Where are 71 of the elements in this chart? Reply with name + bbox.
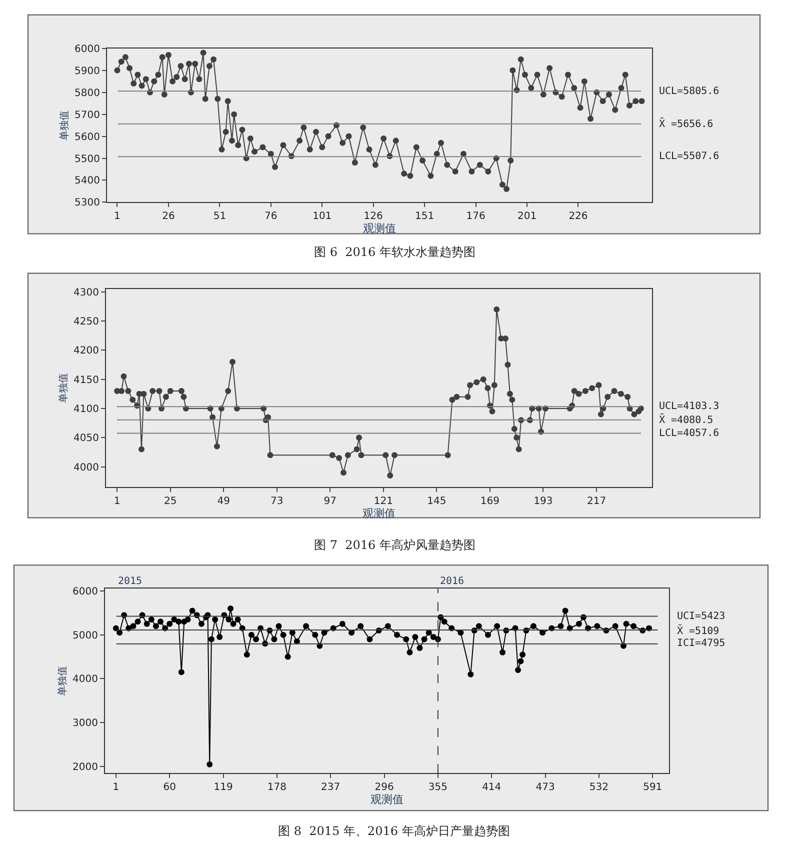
y-tick-label: 4100 <box>74 404 99 415</box>
x-tick-label: 226 <box>568 211 588 222</box>
y-tick-label: 5000 <box>72 630 98 642</box>
y-tick-label: 5600 <box>74 132 100 143</box>
x-axis-title: 观测值 <box>370 793 404 806</box>
ref-line-label: ICI=4795 <box>677 638 726 649</box>
x-tick-label: 201 <box>517 211 537 222</box>
x-tick-label: 121 <box>374 496 393 508</box>
x-tick-label: 51 <box>213 211 226 222</box>
y-tick-label: 5500 <box>74 154 100 165</box>
x-tick-label: 1 <box>112 782 120 794</box>
y-axis-title: 单独值 <box>58 110 71 140</box>
y-tick-label: 5900 <box>74 66 100 77</box>
x-axis-title: 观测值 <box>362 507 396 520</box>
x-tick-label: 76 <box>264 211 278 222</box>
x-tick-label: 73 <box>270 496 284 508</box>
y-tick-label: 5700 <box>74 110 100 121</box>
y-axis-title: 单独值 <box>56 666 69 696</box>
y-axis-title: 单独值 <box>58 373 70 404</box>
y-tick-label: 4050 <box>74 433 99 444</box>
y-tick-label: 4000 <box>72 674 98 686</box>
y-tick-label: 4200 <box>74 346 99 357</box>
y-tick-label: 6000 <box>74 44 100 55</box>
text: 图 8 2015 年、2016 年高炉日产量趋势图 <box>278 824 510 838</box>
x-tick-label: 193 <box>534 496 553 508</box>
y-tick-label: 5300 <box>74 198 100 209</box>
y-tick-label: 4250 <box>74 316 99 328</box>
ref-line-label: UCL=4103.3 <box>659 401 720 412</box>
y-tick-label: 5800 <box>74 88 100 99</box>
text: 图 6 2016 年软水水量趋势图 <box>314 245 476 259</box>
text: 2016 <box>440 576 464 587</box>
x-tick-label: 237 <box>321 782 340 794</box>
y-tick-label: 3000 <box>72 718 98 730</box>
x-tick-label: 26 <box>162 211 175 222</box>
ref-line-label: LCL=5507.6 <box>659 151 720 162</box>
x-tick-label: 217 <box>586 496 606 508</box>
x-tick-label: 60 <box>163 782 176 794</box>
x-tick-label: 414 <box>482 782 502 794</box>
x-tick-label: 176 <box>466 211 486 222</box>
x-tick-label: 101 <box>312 211 332 222</box>
x-tick-label: 145 <box>427 496 446 508</box>
ref-line-label: UCL=5805.6 <box>659 86 720 97</box>
ref-line-label: X̄ =5109 <box>677 624 720 637</box>
x-tick-label: 1 <box>114 496 120 508</box>
x-tick-label: 25 <box>164 496 177 508</box>
ref-line-label: UCI=5423 <box>677 611 726 622</box>
x-tick-label: 151 <box>415 211 434 222</box>
y-tick-label: 6000 <box>72 586 98 598</box>
x-axis-title: 观测值 <box>363 222 396 236</box>
x-tick-label: 169 <box>480 496 500 508</box>
x-tick-label: 473 <box>536 782 555 794</box>
x-tick-label: 49 <box>217 496 230 508</box>
y-tick-label: 4300 <box>74 287 99 298</box>
x-tick-label: 532 <box>589 782 608 794</box>
x-tick-label: 126 <box>364 211 383 222</box>
text: 2015 <box>118 576 142 587</box>
y-tick-label: 5400 <box>74 176 100 187</box>
x-tick-label: 591 <box>643 782 662 794</box>
x-tick-label: 296 <box>374 782 394 794</box>
y-tick-label: 4150 <box>74 374 99 386</box>
y-tick-label: 4000 <box>74 462 99 474</box>
x-tick-label: 1 <box>114 211 120 222</box>
y-tick-label: 2000 <box>72 762 98 774</box>
x-tick-label: 119 <box>214 782 233 794</box>
ref-line-label: X̄ =5656.6 <box>659 117 714 130</box>
x-tick-label: 355 <box>428 782 448 794</box>
ref-line-label: LCL=4057.6 <box>659 428 720 439</box>
x-tick-label: 178 <box>267 782 286 794</box>
x-tick-label: 97 <box>324 496 337 508</box>
text: 图 7 2016 年高炉风量趋势图 <box>314 538 476 552</box>
ref-line-label: X̄ =4080.5 <box>659 413 714 426</box>
